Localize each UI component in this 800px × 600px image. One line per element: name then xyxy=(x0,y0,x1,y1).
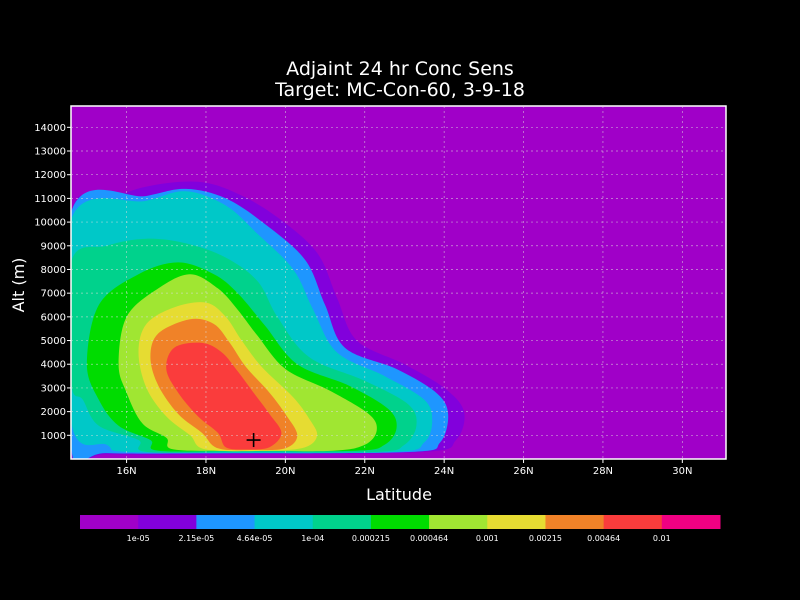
y-tick-label: 3000 xyxy=(41,383,66,394)
y-tick-label: 8000 xyxy=(41,265,66,276)
colorbar-swatch xyxy=(487,515,546,529)
target-marker xyxy=(246,433,261,448)
colorbar-swatch xyxy=(254,515,314,529)
y-tick-label: 11000 xyxy=(34,194,66,205)
x-tick-label: 26N xyxy=(513,466,533,477)
y-tick-label: 10000 xyxy=(34,218,66,229)
colorbar-label: 4.64e-05 xyxy=(237,534,273,543)
x-tick-label: 24N xyxy=(434,466,454,477)
colorbar-swatch xyxy=(370,515,430,529)
colorbar-swatch xyxy=(80,515,139,529)
colorbar-swatch xyxy=(661,515,721,529)
fill-level-9 xyxy=(166,342,282,450)
title-line-2: Target: MC-Con-60, 3-9-18 xyxy=(274,79,525,101)
plot-frame xyxy=(70,105,727,460)
y-tick-label: 12000 xyxy=(34,170,66,181)
colorbar-label: 1e-04 xyxy=(301,534,324,543)
title-line-1: Adjaint 24 hr Conc Sens xyxy=(286,58,514,80)
y-ticks: 1000 2000 3000 4000 5000 6000 7000 8000 9000 1000… xyxy=(34,123,71,442)
x-tick-label: 20N xyxy=(275,466,295,477)
colorbar-label: 0.000215 xyxy=(352,534,390,543)
colorbar-label: 0.000464 xyxy=(410,534,448,543)
y-tick-label: 9000 xyxy=(41,241,66,252)
y-tick-label: 7000 xyxy=(41,289,66,300)
colorbar-swatch xyxy=(603,515,663,529)
y-tick-label: 2000 xyxy=(41,407,66,418)
colorbar-label: 0.001 xyxy=(476,534,499,543)
colorbar-label: 0.01 xyxy=(653,534,671,543)
colorbar-swatch xyxy=(312,515,372,529)
contour-fills xyxy=(71,106,726,459)
x-ticks: 16N 18N 20N 22N 24N 26N 28N 30N xyxy=(116,459,692,477)
y-tick-label: 6000 xyxy=(41,312,66,323)
colorbar-swatch xyxy=(138,515,197,529)
y-tick-label: 14000 xyxy=(34,123,66,134)
colorbar-label: 0.00215 xyxy=(529,534,562,543)
colorbar-swatch xyxy=(196,515,256,529)
colorbar-label: 1e-05 xyxy=(127,534,150,543)
grid-lines xyxy=(71,106,726,459)
colorbar: 1e-05 2.15e-05 4.64e-05 1e-04 0.000215 0.0004… xyxy=(80,515,721,543)
y-axis-label: Alt (m) xyxy=(9,258,28,313)
y-tick-label: 4000 xyxy=(41,360,66,371)
x-axis-label: Latitude xyxy=(366,485,432,504)
colorbar-label: 2.15e-05 xyxy=(178,534,214,543)
y-tick-label: 5000 xyxy=(41,336,66,347)
y-tick-label: 1000 xyxy=(41,431,66,442)
x-tick-label: 28N xyxy=(593,466,613,477)
y-tick-label: 13000 xyxy=(34,147,66,158)
colorbar-swatch xyxy=(545,515,605,529)
colorbar-label: 0.00464 xyxy=(587,534,620,543)
plot-area xyxy=(70,105,727,460)
colorbar-swatch xyxy=(429,515,488,529)
x-tick-label: 16N xyxy=(116,466,136,477)
x-tick-label: 18N xyxy=(196,466,216,477)
x-tick-label: 22N xyxy=(355,466,375,477)
x-tick-label: 30N xyxy=(672,466,692,477)
